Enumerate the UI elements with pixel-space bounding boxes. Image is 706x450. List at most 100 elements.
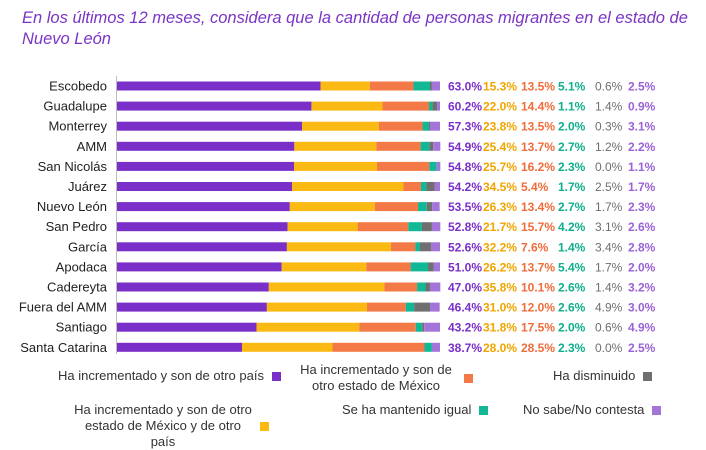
data-label: 3.4% [595,240,623,254]
bar-segment [117,342,243,352]
bar-segment [429,161,437,171]
bar-segment [289,202,375,212]
data-label: 53.5% [448,200,482,214]
bar-segment [415,322,423,332]
bar-segment [117,81,321,91]
data-label: 2.5% [595,180,623,194]
legend-swatch-gray [643,371,653,381]
data-label: 52.8% [448,220,482,234]
bar-segment [420,141,430,151]
data-label: 14.4% [521,100,555,114]
data-label: 15.3% [483,80,517,94]
bar-segment [117,262,282,272]
legend-item-otro-estado: Ha incrementado y son de otro estado de … [296,362,473,394]
data-label: 2.3% [558,160,586,174]
data-label: 13.5% [521,120,555,134]
data-label: 54.9% [448,140,482,154]
data-label: 4.2% [558,220,586,234]
bar-segment [424,342,432,352]
data-label: 54.2% [448,180,482,194]
bar-segment [117,322,257,332]
bar-segment [117,121,303,131]
bar-segment [366,262,411,272]
bar-segment [434,182,440,191]
bar-segment [431,222,441,232]
category-label: Nuevo León [37,199,107,214]
bar-segment [419,242,431,252]
data-label: 2.0% [558,120,586,134]
bar-segment [294,161,378,171]
category-label: Juárez [68,179,107,194]
data-label: 63.0% [448,80,482,94]
legend-swatch-orange [464,373,473,383]
bar-segment [242,342,333,352]
legend-label: Ha incrementado y son de otro estado de … [74,402,252,449]
data-label: 10.1% [521,281,555,295]
data-label: 0.6% [595,321,623,335]
bar-segment [357,222,409,232]
data-label: 2.7% [558,140,586,154]
bar-segment [422,322,425,332]
data-label: 60.2% [448,100,482,114]
data-label: 5.1% [558,80,586,94]
category-label: Escobedo [49,79,107,94]
bar-segment [426,182,435,191]
bar-segment [429,121,440,131]
bar-segment [374,202,419,212]
bar-segment [417,282,426,292]
data-label: 23.8% [483,120,517,134]
legend-swatch-teal [479,405,489,415]
bar-segment [294,141,377,151]
data-label: 2.2% [628,140,656,154]
data-label: 0.0% [595,341,623,355]
data-label: 13.4% [521,200,555,214]
bar-segment [266,302,368,312]
bar-segment [302,121,379,131]
bar-segment [384,282,418,292]
data-label: 5.4% [521,180,549,194]
bar-segment [292,182,404,191]
bar-segment [413,81,430,91]
data-label: 16.2% [521,160,555,174]
bar-segment [287,222,358,232]
bar-segment [367,302,406,312]
data-label: 2.7% [558,200,586,214]
legend-item-no-sabe: No sabe/No contesta [523,402,662,418]
data-label: 35.8% [483,281,517,295]
category-label: San Nicolás [38,159,108,174]
bar-segment [415,242,420,252]
bar-segment [117,222,288,232]
data-label: 3.2% [628,281,656,295]
category-label: Monterrey [48,119,107,134]
bar-segment [332,342,425,352]
data-label: 31.0% [483,301,517,315]
bar-segment [117,242,287,252]
data-label: 2.0% [628,260,656,274]
data-label: 52.6% [448,240,482,254]
bar-segment [117,182,293,191]
data-label: 1.7% [595,260,623,274]
bar-segment [429,121,430,131]
bar-segment [430,242,440,252]
data-label: 2.6% [628,220,656,234]
bar-segment [429,81,432,91]
bar-segment [382,101,430,111]
data-label: 3.0% [628,301,656,315]
bar-segment [377,161,430,171]
bar-segment [378,121,423,131]
data-label: 4.9% [595,301,623,315]
data-label: 2.5% [628,80,656,94]
bar-segment [281,262,367,272]
bar-segment [268,282,385,292]
bar-segment [426,202,433,212]
data-label: 43.2% [448,321,482,335]
bar-segment [436,161,441,171]
data-label: 0.3% [595,120,623,134]
legend-swatch-purple [271,371,281,381]
data-label: 3.1% [628,120,656,134]
bar-segment [117,161,295,171]
bar-segment [117,101,312,111]
data-label: 13.5% [521,80,555,94]
bar-segment [429,282,441,292]
data-label: 1.1% [558,100,586,114]
